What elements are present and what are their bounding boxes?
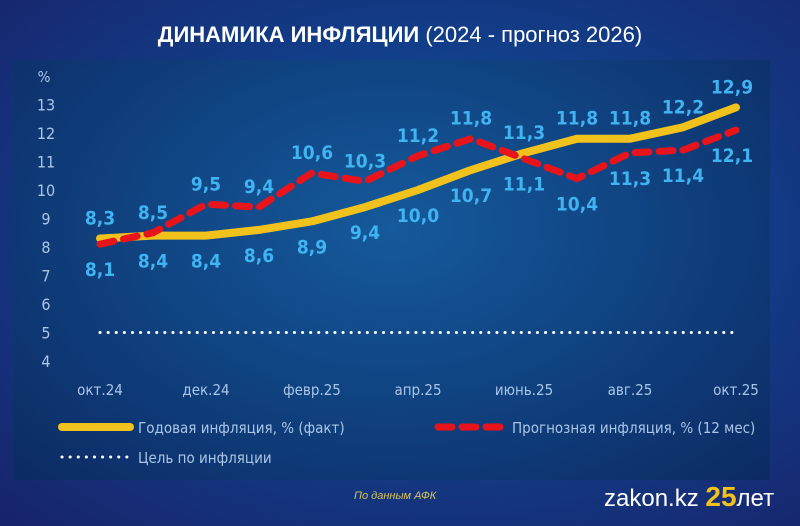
title-bold: ДИНАМИКА ИНФЛЯЦИИ	[157, 22, 420, 47]
x-tick-label: дек.24	[182, 381, 229, 399]
zakon-logo: zakon.kz 25лет	[604, 481, 774, 513]
forecast-line	[96, 126, 740, 248]
fact-data-label: 10,0	[397, 205, 439, 227]
fact-data-label: 8,3	[85, 207, 115, 229]
title-subtitle: (2024 - прогноз 2026)	[425, 22, 643, 47]
x-tick-label: февр.25	[283, 381, 341, 399]
logo-number: 25	[705, 481, 737, 512]
fact-data-label: 10,7	[450, 185, 492, 207]
legend-target-label: Цель по инфляции	[138, 449, 272, 467]
fact-line	[96, 103, 740, 243]
x-tick-label: апр.25	[394, 381, 441, 399]
x-tick-label: авг.25	[608, 381, 653, 399]
y-tick-label: 7	[41, 267, 50, 286]
fact-data-label: 8,4	[138, 251, 168, 273]
forecast-data-label: 9,4	[244, 176, 274, 198]
fact-data-label: 11,8	[556, 108, 598, 130]
forecast-data-label: 11,2	[397, 125, 439, 147]
forecast-data-label: 11,3	[609, 168, 651, 190]
fact-data-label: 8,4	[191, 251, 221, 273]
fact-data-label: 8,6	[244, 245, 274, 267]
y-tick-label: 9	[41, 210, 50, 229]
fact-data-label: 11,8	[609, 108, 651, 130]
y-tick-label: 12	[37, 124, 55, 143]
y-tick-label: 13	[37, 96, 55, 115]
y-tick-label: 10	[37, 181, 55, 200]
y-tick-label: 5	[41, 324, 50, 343]
logo-text: zakon.kz	[604, 485, 699, 512]
y-tick-label: 6	[41, 295, 50, 314]
forecast-data-label: 11,1	[503, 174, 545, 196]
forecast-data-label: 8,1	[85, 259, 115, 281]
y-axis-label: %	[38, 68, 51, 86]
fact-data-label: 12,9	[711, 76, 753, 98]
forecast-data-label: 9,5	[191, 173, 221, 195]
logo-suffix: лет	[736, 485, 775, 512]
chart-title: ДИНАМИКА ИНФЛЯЦИИ (2024 - прогноз 2026)	[0, 22, 800, 48]
forecast-data-label: 10,6	[291, 142, 333, 164]
forecast-data-label: 10,4	[556, 194, 598, 216]
forecast-data-label: 10,3	[344, 150, 386, 172]
forecast-data-label: 12,1	[711, 145, 753, 167]
y-tick-label: 8	[41, 238, 50, 257]
legend-fact-label: Годовая инфляция, % (факт)	[138, 419, 345, 437]
forecast-data-label: 11,4	[662, 165, 704, 187]
forecast-data-label: 8,5	[138, 202, 168, 224]
fact-data-label: 11,3	[503, 122, 545, 144]
x-tick-label: июнь.25	[495, 381, 553, 399]
fact-data-label: 12,2	[662, 96, 704, 118]
forecast-data-label: 11,8	[450, 108, 492, 130]
y-tick-label: 4	[41, 352, 50, 371]
chart-panel	[14, 60, 770, 480]
legend-forecast-label: Прогнозная инфляция, % (12 мес)	[512, 419, 755, 437]
x-tick-label: окт.25	[713, 381, 759, 399]
source-note: По данным АФК	[354, 490, 437, 502]
x-tick-label: окт.24	[77, 381, 123, 399]
fact-data-label: 9,4	[350, 222, 380, 244]
y-tick-label: 11	[37, 153, 55, 172]
fact-data-label: 8,9	[297, 236, 327, 258]
